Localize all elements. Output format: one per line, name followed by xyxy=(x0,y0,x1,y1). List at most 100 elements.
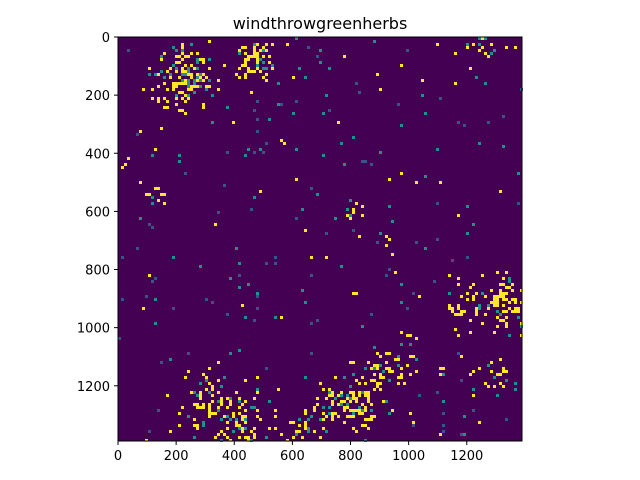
heatmap-cell xyxy=(442,412,445,415)
heatmap-cell xyxy=(352,211,355,214)
heatmap-cell xyxy=(469,331,472,334)
heatmap-cell xyxy=(208,58,211,61)
heatmap-cell xyxy=(349,199,352,202)
heatmap-cell xyxy=(367,397,370,400)
heatmap-cell xyxy=(193,424,196,427)
heatmap-cell xyxy=(349,415,352,418)
heatmap-cell xyxy=(268,427,271,430)
heatmap-cell xyxy=(373,40,376,43)
heatmap-cell xyxy=(229,418,232,421)
heatmap-cell xyxy=(202,373,205,376)
heatmap-cell xyxy=(334,376,337,379)
heatmap-cell xyxy=(463,433,466,436)
heatmap-cell xyxy=(397,364,400,367)
heatmap-cell xyxy=(361,325,364,328)
heatmap-cell xyxy=(253,436,256,439)
heatmap-cell xyxy=(157,73,160,76)
heatmap-cell xyxy=(478,307,481,310)
y-tick-label: 1200 xyxy=(77,380,110,395)
heatmap-cell xyxy=(160,127,163,130)
heatmap-cell xyxy=(217,409,220,412)
heatmap-cell xyxy=(253,319,256,322)
heatmap-cell xyxy=(256,52,259,55)
heatmap-cell xyxy=(244,76,247,79)
heatmap-cell xyxy=(379,355,382,358)
heatmap-cell xyxy=(319,418,322,421)
heatmap-cell xyxy=(154,322,157,325)
heatmap-cell xyxy=(148,430,151,433)
heatmap-cell xyxy=(136,247,139,250)
heatmap-cell xyxy=(382,376,385,379)
heatmap-cell xyxy=(508,277,511,280)
heatmap-cell xyxy=(265,73,268,76)
heatmap-cell xyxy=(439,373,442,376)
heatmap-cell xyxy=(457,277,460,280)
heatmap-cell xyxy=(376,241,379,244)
heatmap-cell xyxy=(499,358,502,361)
x-tick-label: 400 xyxy=(222,449,247,464)
y-tick-label: 200 xyxy=(85,89,110,104)
heatmap-cell xyxy=(169,76,172,79)
heatmap-cell xyxy=(367,394,370,397)
heatmap-cell xyxy=(253,70,256,73)
heatmap-cell xyxy=(307,418,310,421)
heatmap-cell xyxy=(157,199,160,202)
heatmap-cell xyxy=(283,142,286,145)
heatmap-cell xyxy=(247,283,250,286)
heatmap-cell xyxy=(466,298,469,301)
heatmap-cell xyxy=(331,418,334,421)
heatmap-cell xyxy=(310,256,313,259)
heatmap-cell xyxy=(280,103,283,106)
heatmap-cell xyxy=(340,142,343,145)
heatmap-cell xyxy=(139,181,142,184)
heatmap-cell xyxy=(202,421,205,424)
heatmap-cell xyxy=(502,295,505,298)
heatmap-cell xyxy=(271,67,274,70)
heatmap-cell xyxy=(400,301,403,304)
heatmap-cell xyxy=(316,193,319,196)
heatmap-cell xyxy=(226,436,229,439)
heatmap-cell xyxy=(322,412,325,415)
heatmap-cell xyxy=(436,148,439,151)
heatmap-cell xyxy=(472,298,475,301)
heatmap-cell xyxy=(418,394,421,397)
heatmap-cell xyxy=(202,406,205,409)
heatmap-cell xyxy=(187,88,190,91)
heatmap-cell xyxy=(127,157,130,160)
heatmap-cell xyxy=(139,130,142,133)
heatmap-cell xyxy=(175,61,178,64)
heatmap-cell xyxy=(463,415,466,418)
heatmap-cell xyxy=(238,262,241,265)
heatmap-cell xyxy=(190,73,193,76)
heatmap-cell xyxy=(184,55,187,58)
heatmap-cell xyxy=(247,436,250,439)
heatmap-cell xyxy=(202,106,205,109)
heatmap-cell xyxy=(484,313,487,316)
heatmap-cell xyxy=(379,388,382,391)
heatmap-cell xyxy=(484,382,487,385)
heatmap-cell xyxy=(493,304,496,307)
heatmap-cell xyxy=(199,406,202,409)
heatmap-cell xyxy=(505,325,508,328)
heatmap-cell xyxy=(274,262,277,265)
heatmap-cell xyxy=(496,310,499,313)
heatmap-cell xyxy=(205,85,208,88)
heatmap-cell xyxy=(508,286,511,289)
heatmap-cell xyxy=(160,193,163,196)
heatmap-cell xyxy=(211,394,214,397)
heatmap-cell xyxy=(244,64,247,67)
heatmap-cell xyxy=(358,235,361,238)
heatmap-cell xyxy=(307,427,310,430)
heatmap-cell xyxy=(484,295,487,298)
heatmap-cell xyxy=(484,37,487,40)
heatmap-cell xyxy=(208,67,211,70)
heatmap-cell xyxy=(370,409,373,412)
heatmap-cell xyxy=(412,424,415,427)
heatmap-cell xyxy=(223,64,226,67)
heatmap-cell xyxy=(256,43,259,46)
heatmap-cell xyxy=(208,409,211,412)
heatmap-cell xyxy=(271,43,274,46)
heatmap-cell xyxy=(502,292,505,295)
x-axis: 0 200 400 600 800 1000 1200 xyxy=(114,441,483,464)
heatmap-cell xyxy=(229,400,232,403)
